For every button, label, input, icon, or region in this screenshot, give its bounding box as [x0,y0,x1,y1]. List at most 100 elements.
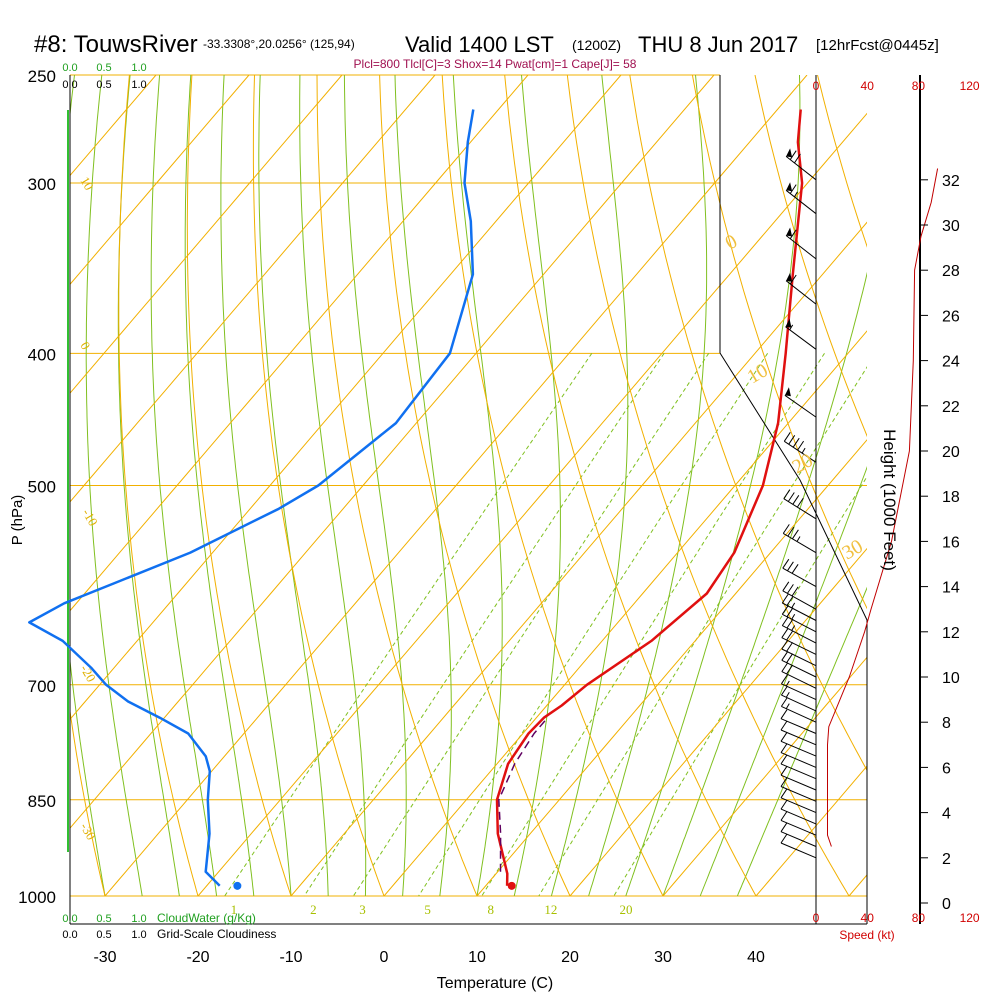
temperature-profile-line [495,109,804,886]
pressure-tick-label: 500 [28,478,56,497]
dry-adiabat-line [252,75,385,897]
cloud-water-label: CloudWater (g/Kg) [157,911,256,925]
theta-label: 20 [789,449,817,478]
moist-adiabat-line [258,75,329,897]
mixing-ratio-label: 2 [310,902,317,917]
moist-adiabat-line [85,75,143,897]
wind-barb [780,743,817,768]
wind-barb [782,558,817,588]
speed-axis-label: Speed (kt) [839,928,894,942]
moist-adiabat-line [343,75,407,897]
parcel-trace-line [498,717,549,872]
cloud-scale-bottom-green: 0.0 [62,913,77,925]
wind-barb [780,788,817,814]
speed-tick-label-top: 40 [861,79,875,93]
isobar-gridlines [70,74,867,897]
speed-tick-label-bottom: 0 [813,911,820,925]
speed-tick-label-top: 80 [912,79,926,93]
dry-adiabat-line [70,708,106,897]
height-tick-label: 22 [942,399,960,416]
speed-tick-label-bottom: 80 [912,911,926,925]
sounding-profiles [28,109,804,890]
cloud-scale-top-green: 0.0 [62,62,77,74]
dry-adiabat-line [943,75,1000,896]
height-tick-label: 4 [942,806,951,823]
mixing-ratio-lines [224,353,867,897]
dry-adiabat-label: 0 [77,339,93,352]
isotherm-line [569,547,867,897]
speed-tick-label-bottom: 40 [861,911,875,925]
cloud-scale-top-black: 1.0 [131,79,146,91]
wind-barb [781,605,817,633]
height-tick-label: 30 [942,218,960,235]
speed-tick-label-top: 0 [813,79,820,93]
cloud-scale-bottom-green: 1.0 [131,913,146,925]
cloud-scale-top-green: 1.0 [131,62,146,74]
dry-adiabat-line [441,75,664,897]
surface-dewpoint-dot [233,881,242,890]
mixing-ratio-label: 1 [231,902,238,917]
height-tick-label: 20 [942,444,960,461]
dry-adiabat-label: 10 [77,174,96,193]
indices-text: Plcl=800 Tlcl[C]=3 Shox=14 Pwat[cm]=1 Ca… [354,57,637,71]
dry-adiabat-line [316,75,478,897]
moist-adiabat-line [588,75,708,897]
isotherm-line [70,75,343,394]
moist-adiabats [70,75,867,897]
mixing-ratio-line [481,353,825,897]
cloud-scale-bottom-black: 0.5 [96,929,111,941]
wind-barb [780,697,817,723]
x-axis-label: Temperature (C) [437,975,553,992]
height-tick-label: 8 [942,715,951,732]
mixing-ratio-label: 5 [424,902,431,917]
height-tick-label: 26 [942,308,960,325]
mixing-ratio-line [352,353,710,897]
temperature-tick-label: 10 [468,949,486,966]
wind-speed-line [827,168,939,847]
pressure-tick-label: 700 [28,677,56,696]
pressure-tick-label: 1000 [18,888,56,907]
moist-adiabat-line [550,75,629,897]
mixing-ratio-label: 3 [359,902,366,917]
speed-tick-label-bottom: 120 [960,911,980,925]
dry-adiabat-line [691,75,867,610]
moist-adiabat-line [736,586,867,897]
moist-adiabat-line [513,75,561,897]
mixing-ratio-label: 12 [544,902,557,917]
moist-adiabat-line [662,271,867,897]
isotherm-line [70,75,529,612]
dry-adiabat-line [566,75,850,897]
height-tick-label: 10 [942,670,960,687]
height-tick-label: 6 [942,760,951,777]
title-date: THU 8 Jun 2017 [638,32,798,57]
isotherm-line [755,765,867,897]
moist-adiabat-line [299,75,367,897]
cloud-scale-bottom-black: 1.0 [131,929,146,941]
title-coords: -33.3308°,20.0256° (125,94) [203,37,355,51]
dewpoint-profile-line [28,109,475,887]
temperature-tick-label: -20 [186,949,209,966]
dry-adiabats-and-isotherms [70,75,1000,897]
y-axis-label: P (hPa) [9,495,26,546]
isotherm-line [70,75,622,721]
mixing-ratio-line [538,366,867,897]
pressure-tick-label: 400 [28,345,56,364]
wind-barb [780,765,817,791]
temperature-tick-label: 0 [380,949,389,966]
dry-adiabat-line [118,75,199,897]
isotherm-line [290,221,867,897]
theta-label: 0 [722,230,742,254]
mixing-ratio-label: 8 [487,902,494,917]
wind-barb [780,822,817,847]
moist-adiabat-line [150,75,218,897]
moist-adiabat-line [394,75,452,897]
wind-barb [785,227,817,260]
mixing-ratio-label: 20 [619,902,632,917]
dry-adiabat-line [629,75,867,772]
title-station: #8: TouwsRiver [34,31,198,58]
temperature-tick-label: -30 [93,949,116,966]
cloud-scale-bottom-green: 0.5 [96,913,111,925]
wind-barb [781,639,817,667]
temperature-tick-label: 40 [747,949,765,966]
